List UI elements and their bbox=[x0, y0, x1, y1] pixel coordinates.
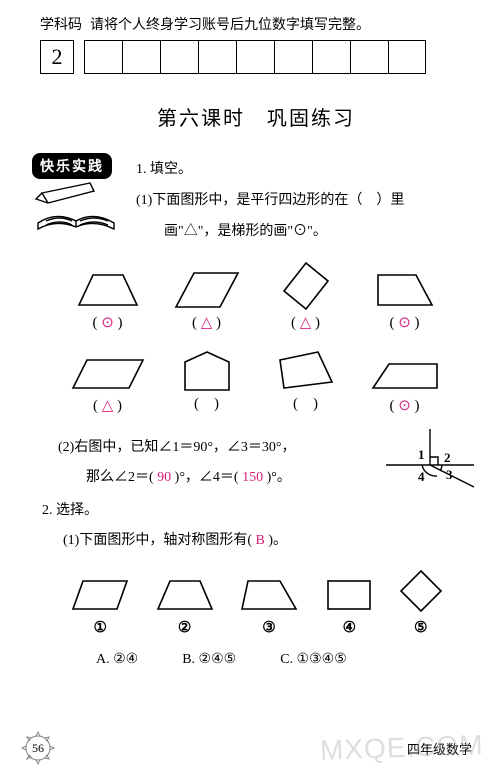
choice-shapes-row: ① ② ③ ④ ⑤ bbox=[58, 569, 454, 637]
choice-number: ③ bbox=[238, 618, 300, 637]
page-number-badge: 56 bbox=[24, 734, 52, 762]
shape-icon bbox=[261, 342, 351, 394]
q1-heading: 1. 填空。 bbox=[136, 155, 472, 186]
shape-answer: ( ⊙ ) bbox=[360, 313, 450, 332]
q1-sub1-line2: 画"△"，是梯形的画"⊙"。 bbox=[136, 217, 472, 248]
angle-figure-icon: 1 2 3 4 bbox=[382, 429, 478, 499]
shape-icon bbox=[63, 342, 153, 394]
shape-item: ( ⊙ ) bbox=[360, 342, 450, 415]
choice-shape-icon bbox=[69, 577, 131, 618]
shape-icon bbox=[261, 259, 351, 311]
subject-code-label: 学科码 bbox=[40, 14, 82, 34]
book-pencil-icon bbox=[32, 181, 120, 237]
shape-item: ( △ ) bbox=[261, 259, 351, 332]
choice-number: ① bbox=[69, 618, 131, 637]
choice-a: A. ②④ bbox=[96, 651, 138, 668]
digit-cell[interactable] bbox=[236, 40, 274, 74]
choice-shape-item: ③ bbox=[238, 577, 300, 637]
abc-choices: A. ②④ B. ②④⑤ C. ①③④⑤ bbox=[96, 651, 472, 668]
shape-row-1: ( ⊙ ) ( △ ) ( △ ) ( ⊙ ) bbox=[58, 259, 454, 332]
big-digit: 2 bbox=[52, 44, 63, 70]
choice-shape-icon bbox=[399, 569, 443, 618]
choice-shape-icon bbox=[322, 577, 376, 618]
answer-angle4: 150 bbox=[242, 470, 263, 485]
choice-b: B. ②④⑤ bbox=[182, 651, 236, 668]
shape-icon bbox=[162, 259, 252, 311]
choice-number: ④ bbox=[322, 618, 376, 637]
shape-answer: ( ⊙ ) bbox=[360, 396, 450, 415]
shape-row-2: ( △ ) ( ) ( ) ( ⊙ ) bbox=[58, 342, 454, 415]
digit-cell[interactable] bbox=[198, 40, 236, 74]
header-labels: 学科码 请将个人终身学习账号后九位数字填写完整。 bbox=[40, 14, 472, 34]
question-2: 2. 选择。 (1)下面图形中，轴对称图形有( B )。 bbox=[42, 496, 472, 555]
shape-answer: ( △ ) bbox=[63, 396, 153, 415]
choice-c: C. ①③④⑤ bbox=[280, 651, 347, 668]
shape-answer: ( △ ) bbox=[162, 313, 252, 332]
choice-shape-item: ⑤ bbox=[399, 569, 443, 637]
digit-cell[interactable] bbox=[84, 40, 122, 74]
section-1: 快乐实践 1. 填空。 (1)下面图形中，是平行四边形的在（ ）里 画"△"，是… bbox=[40, 155, 472, 247]
shape-icon bbox=[162, 342, 252, 394]
shape-answer: ( ) bbox=[261, 396, 351, 413]
choice-shape-icon bbox=[154, 577, 216, 618]
shape-answer: ( ⊙ ) bbox=[63, 313, 153, 332]
digit-cell[interactable] bbox=[312, 40, 350, 74]
shape-item: ( ) bbox=[261, 342, 351, 415]
digit-cell[interactable] bbox=[160, 40, 198, 74]
q2-heading: 2. 选择。 bbox=[42, 496, 472, 525]
page-footer: 56 四年级数学 bbox=[24, 734, 472, 762]
instruction-label: 请将个人终身学习账号后九位数字填写完整。 bbox=[90, 14, 370, 34]
page-title: 第六课时 巩固练习 bbox=[40, 102, 472, 131]
answer-choice: B bbox=[256, 533, 265, 548]
digit-cell[interactable] bbox=[122, 40, 160, 74]
badge-block: 快乐实践 bbox=[32, 153, 124, 242]
choice-shape-icon bbox=[238, 577, 300, 618]
page-number: 56 bbox=[32, 741, 44, 756]
digit-cells bbox=[84, 40, 426, 74]
shapes-grid: ( ⊙ ) ( △ ) ( △ ) ( ⊙ ) ( △ ) ( ) ( ) ( ⊙ ) bbox=[40, 259, 472, 415]
shape-answer: ( ) bbox=[162, 396, 252, 413]
big-digit-box: 2 bbox=[40, 40, 74, 74]
shape-item: ( △ ) bbox=[63, 342, 153, 415]
svg-text:4: 4 bbox=[418, 469, 425, 484]
digit-cell[interactable] bbox=[350, 40, 388, 74]
footer-right: 四年级数学 bbox=[407, 739, 472, 758]
svg-text:1: 1 bbox=[418, 447, 425, 462]
shape-item: ( ⊙ ) bbox=[63, 259, 153, 332]
answer-angle2: 90 bbox=[157, 470, 171, 485]
shape-answer: ( △ ) bbox=[261, 313, 351, 332]
q1-sub2: (2)右图中，已知∠1＝90°，∠3＝30°， 那么∠2＝( 90 )°，∠4＝… bbox=[58, 433, 472, 492]
badge-label: 快乐实践 bbox=[32, 153, 112, 179]
code-box-row: 2 bbox=[40, 40, 472, 74]
shape-icon bbox=[360, 259, 450, 311]
choice-shape-item: ① bbox=[69, 577, 131, 637]
svg-text:2: 2 bbox=[444, 450, 451, 465]
shape-icon bbox=[360, 342, 450, 394]
shape-icon bbox=[63, 259, 153, 311]
choice-shape-item: ④ bbox=[322, 577, 376, 637]
choice-shape-item: ② bbox=[154, 577, 216, 637]
shape-item: ( ⊙ ) bbox=[360, 259, 450, 332]
choice-number: ② bbox=[154, 618, 216, 637]
choice-number: ⑤ bbox=[399, 618, 443, 637]
digit-cell[interactable] bbox=[274, 40, 312, 74]
q1-sub1-line1: (1)下面图形中，是平行四边形的在（ ）里 bbox=[136, 186, 472, 217]
q2-sub1: (1)下面图形中，轴对称图形有( B )。 bbox=[42, 526, 472, 555]
shape-item: ( △ ) bbox=[162, 259, 252, 332]
q1-intro: 1. 填空。 (1)下面图形中，是平行四边形的在（ ）里 画"△"，是梯形的画"… bbox=[136, 155, 472, 247]
shape-item: ( ) bbox=[162, 342, 252, 415]
digit-cell[interactable] bbox=[388, 40, 426, 74]
svg-text:3: 3 bbox=[446, 467, 453, 482]
